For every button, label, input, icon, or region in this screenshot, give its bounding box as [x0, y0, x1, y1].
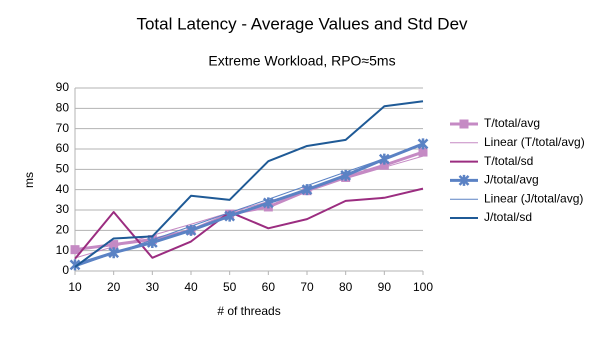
marker: [417, 138, 429, 150]
y-tick-label: 90: [56, 80, 70, 94]
marker: [146, 237, 158, 249]
x-tick-label: 10: [68, 280, 82, 294]
chart-title: Total Latency - Average Values and Std D…: [136, 14, 468, 33]
legend-label: J/total/sd: [484, 210, 532, 224]
legend-label: J/total/avg: [484, 173, 539, 187]
series-line: [74, 100, 424, 268]
y-tick-label: 30: [56, 202, 70, 216]
legend-marker: [458, 174, 470, 186]
y-tick-label: 10: [56, 243, 70, 257]
x-tick-label: 20: [107, 280, 121, 294]
x-axis-label: # of threads: [217, 304, 280, 318]
legend-marker: [459, 119, 469, 129]
marker: [378, 153, 390, 165]
y-tick-label: 20: [56, 223, 70, 237]
y-axis-label: ms: [22, 172, 36, 188]
chart-subtitle: Extreme Workload, RPO≈5ms: [208, 53, 395, 69]
marker: [69, 259, 81, 271]
legend-label: Linear (T/total/avg): [484, 135, 585, 149]
x-tick-label: 60: [262, 280, 276, 294]
x-tick-label: 100: [413, 280, 433, 294]
y-tick-label: 70: [56, 121, 70, 135]
legend-label: Linear (J/total/avg): [484, 191, 583, 205]
series-line: [74, 144, 424, 268]
legend-label: T/total/avg: [484, 116, 540, 130]
y-tick-label: 0: [62, 263, 69, 277]
x-tick-label: 70: [300, 280, 314, 294]
marker: [70, 245, 80, 255]
series-line: [74, 142, 424, 267]
marker: [108, 247, 120, 259]
y-tick-label: 40: [56, 182, 70, 196]
series-line: [74, 155, 424, 259]
y-tick-label: 80: [56, 101, 70, 115]
x-tick-label: 30: [146, 280, 160, 294]
marker: [379, 160, 389, 170]
x-tick-label: 40: [184, 280, 198, 294]
series-line: [74, 187, 424, 260]
y-tick-label: 60: [56, 141, 70, 155]
x-tick-label: 90: [378, 280, 392, 294]
x-tick-label: 50: [223, 280, 237, 294]
marker: [418, 147, 428, 157]
marker: [109, 240, 119, 250]
y-tick-label: 50: [56, 162, 70, 176]
x-tick-label: 80: [339, 280, 353, 294]
legend-label: T/total/sd: [484, 154, 533, 168]
